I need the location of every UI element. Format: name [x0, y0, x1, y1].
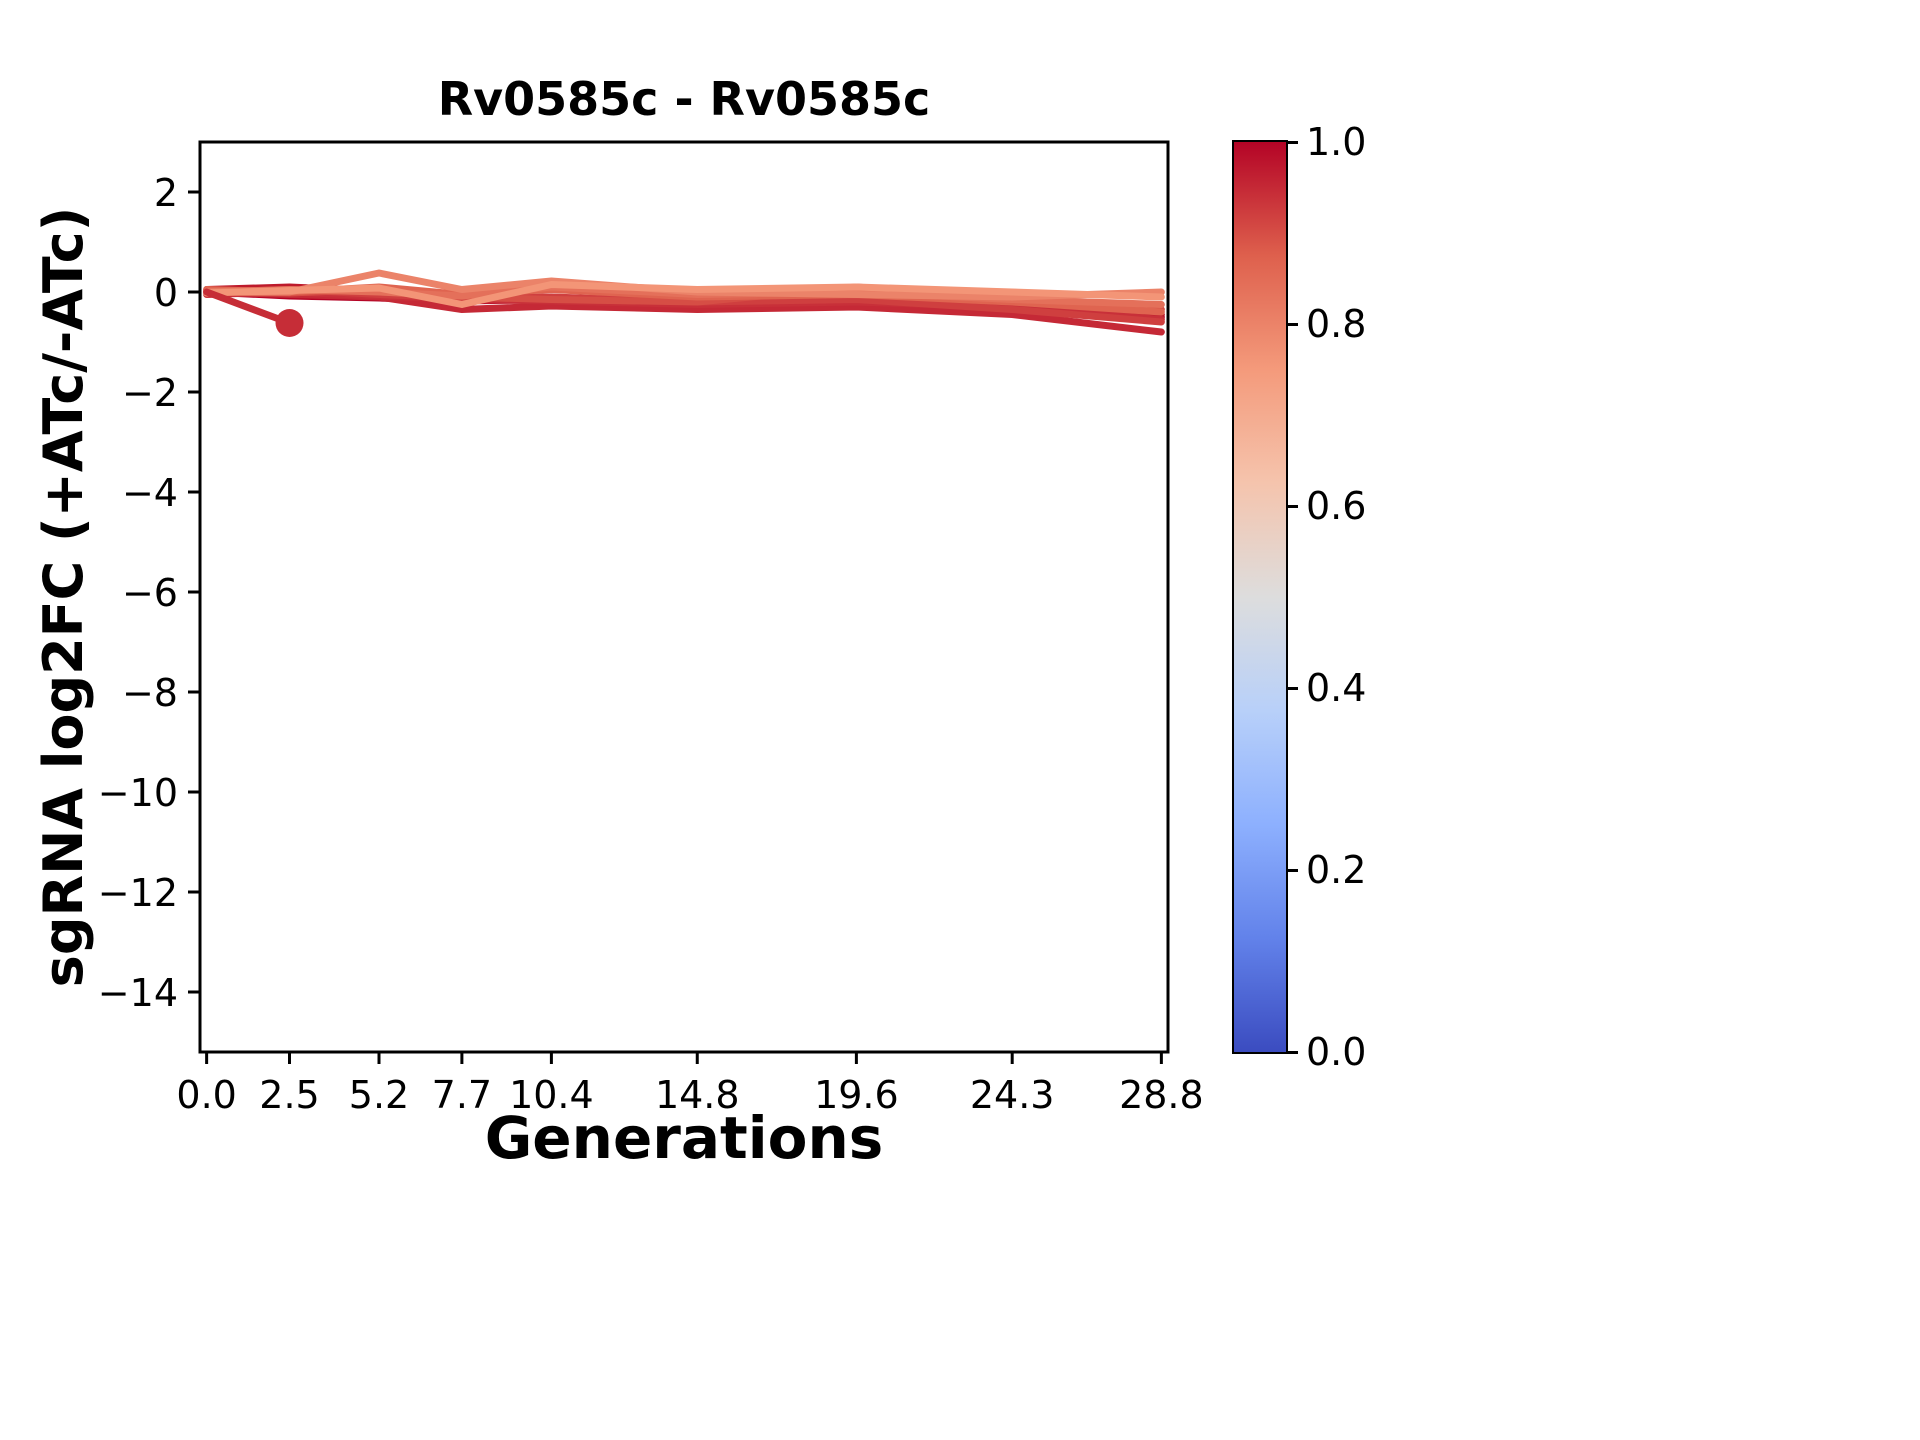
y-tick-label: 2 — [154, 171, 178, 215]
x-tick-label: 14.8 — [655, 1073, 740, 1117]
x-tick-label: 28.8 — [1119, 1073, 1204, 1117]
x-tick-label: 19.6 — [814, 1073, 899, 1117]
colorbar-tick-label: 0.0 — [1306, 1030, 1367, 1074]
x-tick-label: 5.2 — [349, 1073, 409, 1117]
colorbar-tick-mark — [1288, 140, 1298, 144]
x-axis-label: Generations — [484, 1104, 884, 1172]
x-tick-label: 24.3 — [970, 1073, 1055, 1117]
colorbar-tick-mark — [1288, 868, 1298, 872]
colorbar — [1232, 140, 1288, 1054]
colorbar-tick-label: 0.6 — [1306, 484, 1367, 528]
series-line-sgRNA-10 — [203, 281, 1165, 308]
axes-frame — [198, 140, 1170, 1054]
y-tick-label: −2 — [122, 371, 178, 415]
colorbar-tick-mark — [1288, 504, 1298, 508]
x-tick-label: 7.7 — [432, 1073, 492, 1117]
x-tick-label: 10.4 — [509, 1073, 594, 1117]
colorbar-tick-label: 1.0 — [1306, 120, 1367, 164]
chart-title: Rv0585c - Rv0585c — [437, 72, 931, 126]
y-tick-label: −8 — [122, 671, 178, 715]
y-tick-label: −4 — [122, 471, 178, 515]
colorbar-tick-mark — [1288, 1050, 1298, 1054]
colorbar-tick-label: 0.8 — [1306, 302, 1367, 346]
y-tick-label: 0 — [154, 271, 178, 315]
x-tick-label: 2.5 — [259, 1073, 319, 1117]
colorbar-tick-mark — [1288, 686, 1298, 690]
series-end-marker-sgRNA-11 — [275, 309, 304, 337]
y-tick-label: −6 — [122, 571, 178, 615]
colorbar-tick-label: 0.2 — [1306, 848, 1367, 892]
colorbar-tick-mark — [1288, 322, 1298, 326]
y-tick-label: −10 — [98, 771, 178, 815]
x-tick-label: 0.0 — [176, 1073, 236, 1117]
y-tick-label: −14 — [98, 971, 178, 1015]
y-tick-label: −12 — [98, 871, 178, 915]
colorbar-tick-label: 0.4 — [1306, 666, 1367, 710]
series-line-sgRNA-11 — [203, 288, 294, 327]
